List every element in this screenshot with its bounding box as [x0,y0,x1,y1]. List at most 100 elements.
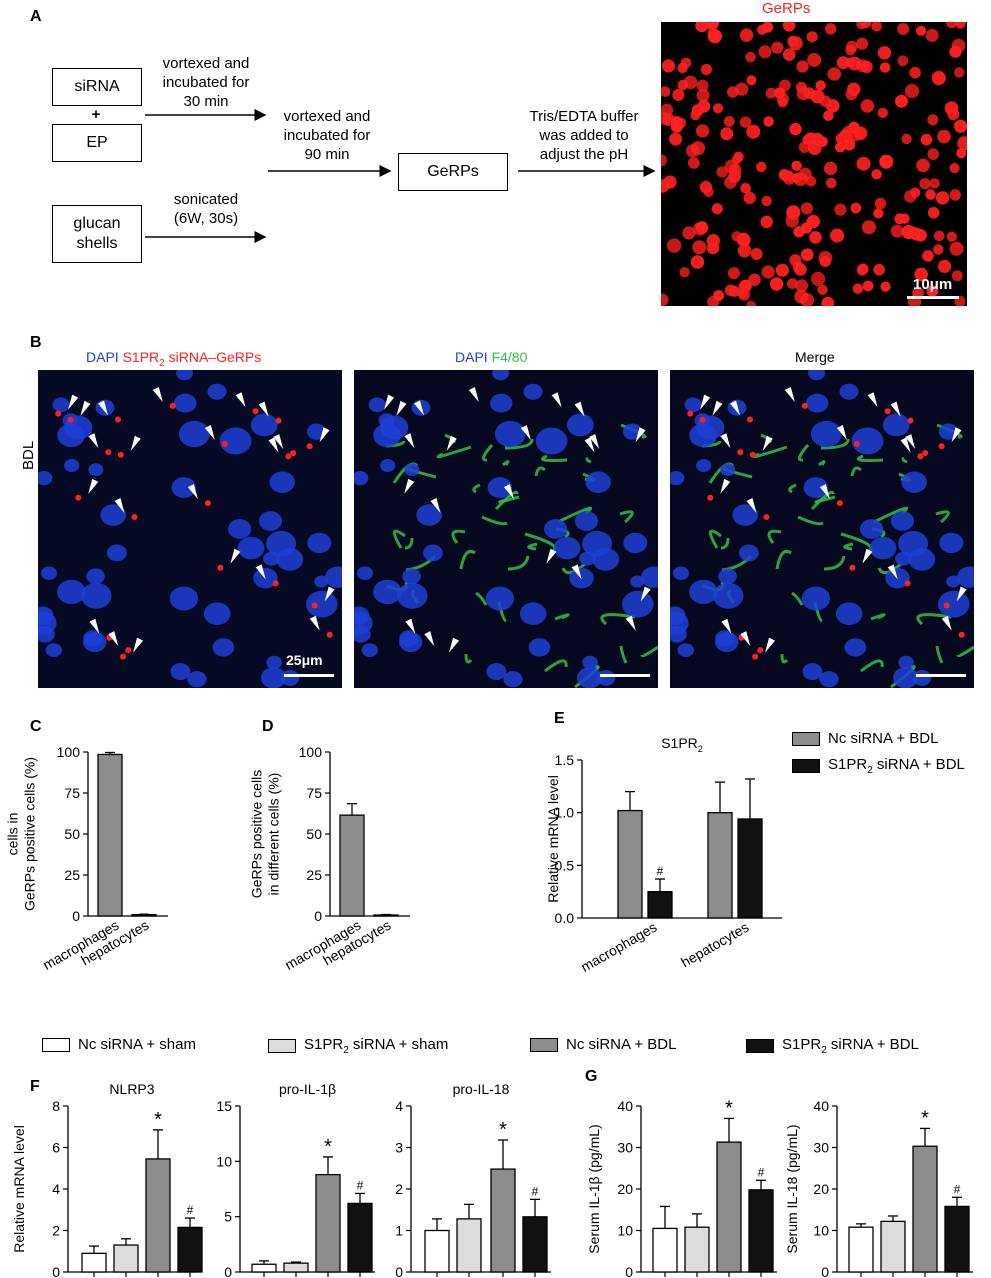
nucleus [88,463,104,477]
y-axis-label: GeRPs positive cells (%) [22,757,38,911]
arrowhead-icon [700,394,711,410]
arrowhead-icon [746,497,757,513]
gerp-particle [661,293,669,306]
legend-f-d-label: S1PR2 siRNA + BDL [782,1036,919,1056]
nucleus [237,536,265,560]
nucleus [325,566,342,588]
gerp-particle [895,94,908,108]
f480-stain [870,613,886,621]
gerp-signal [938,443,945,450]
step1-line2: incubated for [162,74,250,91]
nucleus [553,536,581,560]
nucleus [314,575,329,588]
nucleus [739,544,759,562]
bar [652,1227,678,1273]
y-tick-label: 40 [617,1098,633,1114]
nucleus [402,568,421,585]
arrowhead-icon [273,434,284,449]
gerp-particle [787,278,798,289]
y-axis-label: Relative mRNA level [11,1125,27,1253]
nucleus [622,590,654,618]
gerp-particle [804,132,817,145]
arrowhead-icon [890,401,901,417]
f480-stain [541,454,568,462]
gerp-particle [847,82,861,96]
bar [97,753,123,917]
nucleus [801,586,830,611]
nucleus [396,582,428,609]
bar [283,1262,309,1273]
gerp-particle [860,99,875,113]
arrowhead-icon [584,437,595,453]
legend-f-s1-sham: S1PR2 siRNA + sham [268,1036,448,1056]
nucleus [569,567,594,589]
arrowhead-icon [941,615,952,631]
gerp-particle [925,189,936,200]
title1-tail: siRNA–GeRPs [164,349,262,365]
gerp-signal [907,417,914,424]
gerp-signal [958,631,965,638]
f480-stain [475,591,488,606]
gerp-particle [871,22,882,32]
f480-stain [640,645,658,658]
y-tick-label: 40 [813,1098,829,1114]
nucleus [885,567,910,589]
bar [707,812,733,919]
y-tick-label: 100 [57,744,81,760]
y-tick-label: 8 [52,1098,60,1114]
ep-box: EP [52,124,142,162]
bar [684,1226,710,1273]
arrowhead-icon [405,618,416,634]
nucleus [677,643,694,657]
nucleus [503,671,523,688]
nucleus [596,670,616,686]
arrowhead-icon [765,637,776,653]
gerp-particle [926,285,939,298]
chart-title: S1PR2 [661,735,703,754]
arrowhead-icon [204,425,215,441]
nucleus [622,423,642,440]
y-tick-label: 4 [52,1181,60,1197]
gerp-particle [667,238,682,253]
y-tick-label: 30 [617,1140,633,1156]
nucleus [107,544,127,562]
gerp-particle [761,195,772,207]
step1-line1: vortexed and [162,55,250,72]
f480-stain [860,659,884,673]
y-tick-label: 0.0 [555,910,575,926]
step2-line2: (6W, 30s) [173,210,239,227]
nucleus [41,566,57,580]
gerp-particle [746,124,761,139]
y-tick-label: 6 [52,1140,60,1156]
arrowhead-icon [862,548,873,564]
gerp-particle [949,241,964,256]
chart-title: pro-IL-1β [279,1081,336,1097]
micrograph-scale-text: 25μm [286,652,323,668]
arrowhead-icon [424,631,435,647]
gerp-particle [826,99,840,113]
nucleus [487,477,512,498]
nucleus [630,575,645,588]
gerps-box: GeRPs [398,153,508,191]
gerp-particle [771,41,784,54]
y-tick-label: 5 [224,1209,232,1225]
gerp-particle [763,116,774,127]
gerp-particle [910,187,921,198]
step-vortex-90: vortexed and incubated for 90 min [264,107,390,164]
arrowhead-icon [396,400,407,416]
arrowhead-icon [712,400,723,416]
gerp-particle [697,99,711,113]
gerp-particle [727,86,739,98]
arrowhead-icon [324,586,335,602]
legend-e-s1: S1PR2 siRNA + BDL [792,756,965,776]
gerp-particle [899,213,910,224]
nucleus [544,519,568,539]
micrograph-merge [670,370,974,688]
f480-stain [823,555,846,571]
legend-f-c-label: Nc siRNA + BDL [566,1036,677,1053]
gerp-particle [740,183,751,194]
nucleus [582,530,613,557]
f480-stain [482,444,494,462]
nucleus [890,511,915,531]
significance-hash: # [532,1184,539,1198]
